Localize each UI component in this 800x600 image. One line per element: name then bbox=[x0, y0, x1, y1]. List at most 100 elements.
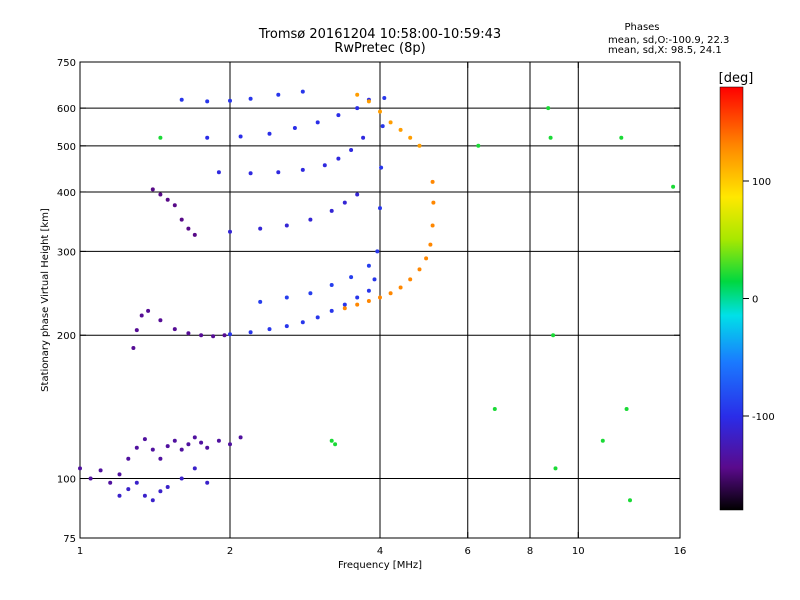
data-point bbox=[379, 165, 384, 170]
data-point bbox=[248, 330, 253, 335]
data-point bbox=[258, 299, 263, 304]
data-point bbox=[342, 302, 347, 307]
data-point bbox=[671, 184, 676, 189]
data-point bbox=[408, 277, 413, 282]
data-points bbox=[78, 89, 676, 503]
data-point bbox=[205, 445, 210, 450]
data-point bbox=[134, 445, 139, 450]
data-point bbox=[551, 333, 556, 338]
data-point bbox=[172, 438, 177, 443]
data-point bbox=[333, 442, 338, 447]
y-tick-label: 750 bbox=[57, 58, 76, 69]
data-point bbox=[366, 263, 371, 268]
data-point bbox=[361, 135, 366, 140]
data-point bbox=[186, 442, 191, 447]
data-point bbox=[158, 456, 163, 461]
data-point bbox=[158, 192, 163, 197]
data-point bbox=[382, 96, 387, 100]
data-point bbox=[108, 480, 113, 485]
data-point bbox=[380, 124, 385, 129]
colorbar-ticks: 100 0 -100 bbox=[743, 177, 775, 423]
data-point bbox=[398, 127, 403, 132]
data-point bbox=[179, 217, 184, 222]
y-tick-label: 600 bbox=[57, 104, 76, 115]
data-point bbox=[134, 328, 139, 333]
data-point bbox=[378, 206, 382, 211]
data-point bbox=[322, 163, 327, 168]
data-point bbox=[205, 99, 210, 104]
data-point bbox=[192, 466, 197, 471]
data-point bbox=[78, 466, 82, 471]
data-point bbox=[165, 485, 170, 489]
data-point bbox=[349, 275, 354, 280]
data-point bbox=[205, 135, 210, 140]
data-point bbox=[216, 170, 221, 175]
data-point bbox=[336, 156, 341, 161]
x-tick-label: 8 bbox=[527, 546, 533, 557]
x-axis-label: Frequency [MHz] bbox=[338, 560, 422, 571]
data-point bbox=[548, 135, 553, 140]
data-point bbox=[248, 171, 253, 176]
data-point bbox=[366, 288, 371, 293]
y-tick-label: 75 bbox=[63, 534, 76, 545]
data-point bbox=[146, 308, 151, 313]
data-point bbox=[228, 442, 232, 447]
data-point bbox=[142, 493, 147, 498]
data-point bbox=[624, 407, 629, 411]
data-point bbox=[284, 223, 289, 228]
data-point bbox=[349, 148, 354, 152]
data-point bbox=[150, 187, 155, 192]
data-point bbox=[430, 179, 435, 184]
data-point bbox=[139, 313, 144, 318]
data-point bbox=[553, 466, 558, 471]
data-point bbox=[228, 98, 232, 103]
data-point bbox=[342, 306, 347, 311]
data-point bbox=[216, 438, 221, 443]
data-point bbox=[238, 134, 243, 139]
data-point bbox=[211, 334, 216, 339]
colorbar-tick-label: 100 bbox=[752, 177, 771, 188]
data-point bbox=[199, 333, 204, 338]
data-point bbox=[372, 277, 377, 282]
data-point bbox=[329, 438, 334, 443]
x-tick-label: 16 bbox=[674, 546, 687, 557]
y-tick-label: 100 bbox=[57, 475, 76, 486]
y-tick-label: 300 bbox=[57, 247, 76, 258]
colorbar bbox=[719, 86, 744, 511]
data-point bbox=[300, 89, 305, 94]
colorbar-tick-label: -100 bbox=[752, 412, 775, 423]
y-axis-label: Stationary phase Virtual Height [km] bbox=[40, 208, 51, 392]
data-point bbox=[388, 291, 393, 296]
data-point bbox=[150, 498, 155, 503]
data-point bbox=[131, 346, 136, 350]
data-point bbox=[366, 99, 371, 104]
data-point bbox=[186, 226, 191, 231]
data-point bbox=[355, 295, 360, 300]
data-point bbox=[375, 249, 380, 254]
chart-subtitle: RwPretec (8p) bbox=[334, 41, 425, 56]
data-point bbox=[492, 407, 497, 411]
data-point bbox=[428, 242, 433, 247]
data-point bbox=[126, 456, 131, 461]
data-point bbox=[342, 200, 347, 205]
data-point bbox=[329, 308, 334, 313]
data-point bbox=[276, 92, 281, 97]
data-point bbox=[300, 320, 305, 325]
data-point bbox=[126, 487, 131, 492]
data-point bbox=[205, 480, 210, 485]
data-point bbox=[179, 447, 184, 452]
data-point bbox=[192, 435, 197, 440]
data-point bbox=[158, 135, 163, 140]
data-point bbox=[222, 333, 227, 338]
y-tick-label: 500 bbox=[57, 142, 76, 153]
data-point bbox=[315, 315, 320, 320]
data-point bbox=[142, 437, 147, 442]
data-point bbox=[417, 267, 422, 272]
data-point bbox=[284, 295, 289, 300]
data-point bbox=[199, 440, 204, 445]
data-point bbox=[600, 438, 605, 443]
data-point bbox=[276, 170, 281, 175]
data-point bbox=[179, 97, 184, 102]
data-point bbox=[424, 256, 429, 261]
